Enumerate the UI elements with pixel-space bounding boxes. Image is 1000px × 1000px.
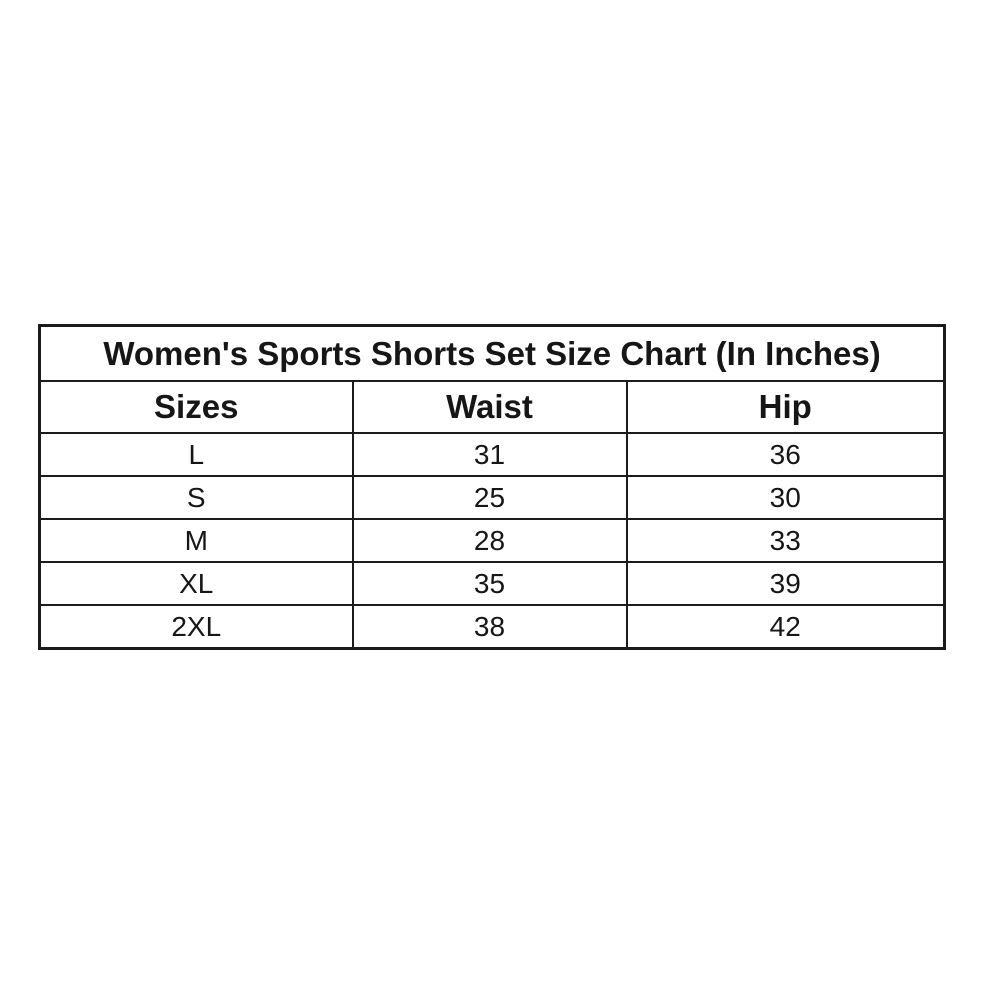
size-cell: XL [38, 561, 354, 606]
hip-cell: 33 [625, 518, 946, 563]
table-row-s: S 25 30 [38, 475, 946, 520]
size-cell: L [38, 432, 354, 477]
hip-cell: 39 [625, 561, 946, 606]
table-row-l: L 31 36 [38, 432, 946, 477]
table-row-xl: XL 35 39 [38, 561, 946, 606]
title-row: Women's Sports Shorts Set Size Chart (In… [38, 324, 946, 382]
size-cell: M [38, 518, 354, 563]
hip-cell: 42 [625, 604, 946, 650]
waist-cell: 35 [351, 561, 628, 606]
size-cell: 2XL [38, 604, 354, 650]
table-row-m: M 28 33 [38, 518, 946, 563]
column-header-waist: Waist [351, 380, 628, 434]
table-row-2xl: 2XL 38 42 [38, 604, 946, 650]
waist-cell: 38 [351, 604, 628, 650]
header-row: Sizes Waist Hip [38, 380, 946, 434]
waist-cell: 28 [351, 518, 628, 563]
size-cell: S [38, 475, 354, 520]
hip-cell: 36 [625, 432, 946, 477]
waist-cell: 31 [351, 432, 628, 477]
size-chart-table: Women's Sports Shorts Set Size Chart (In… [38, 324, 946, 650]
hip-cell: 30 [625, 475, 946, 520]
chart-title: Women's Sports Shorts Set Size Chart (In… [38, 324, 946, 382]
column-header-sizes: Sizes [38, 380, 354, 434]
size-chart-body: L 31 36 S 25 30 M 28 33 XL 35 39 2XL 38 [38, 432, 946, 650]
column-header-hip: Hip [625, 380, 946, 434]
waist-cell: 25 [351, 475, 628, 520]
